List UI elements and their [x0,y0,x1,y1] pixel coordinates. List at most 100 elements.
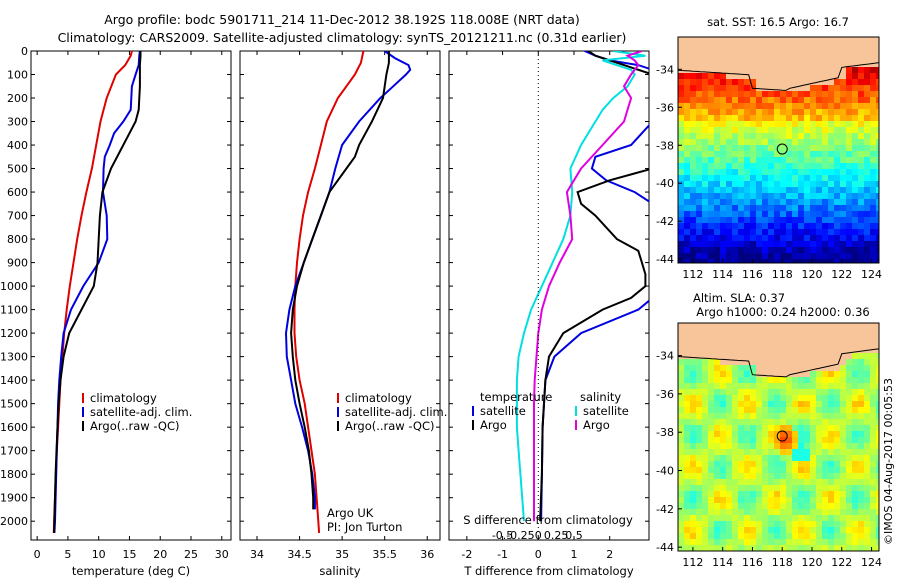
map-cell [690,229,697,236]
map-cell [738,329,745,336]
map-cell [834,55,841,62]
map-cell [768,193,775,200]
map-cell [828,377,835,384]
map-cell [876,485,879,492]
map-cell [804,109,811,116]
map-xtick-label: 120 [802,556,823,569]
map-cell [804,43,811,50]
map-cell [840,139,847,146]
map-cell [858,55,865,62]
map-cell [774,199,781,206]
map-cell [744,247,751,254]
map-cell [750,329,757,336]
map-cell [834,335,841,342]
map-cell [690,329,697,336]
map-cell [780,335,787,342]
map-cell [690,199,697,206]
map-cell [828,473,835,480]
map-cell [858,37,865,44]
map-cell [810,521,817,528]
map-cell [852,467,859,474]
map-cell [744,365,751,372]
map-cell [870,247,877,254]
map-cell [846,449,853,456]
map-cell [780,223,787,230]
map-cell [846,365,853,372]
map-cell [876,461,879,468]
map-cell [864,205,871,212]
map-cell [786,163,793,170]
map-cell [750,539,757,546]
map-cell [816,473,823,480]
map-cell [750,533,757,540]
map-cell [870,43,877,50]
map-cell [678,347,685,354]
map-cell [822,467,829,474]
map-cell [684,479,691,486]
map-xtick-label: 116 [742,268,763,281]
depth-tick-label: 800 [7,233,28,246]
map-cell [732,335,739,342]
map-cell [840,383,847,390]
map-cell [702,235,709,242]
map-cell [744,97,751,104]
map-cell [708,133,715,140]
map-cell [810,371,817,378]
map-cell [738,539,745,546]
map-cell [810,479,817,486]
map-cell [858,193,865,200]
map-cell [720,353,727,360]
map-cell [696,347,703,354]
map-cell [768,419,775,426]
map-cell [828,253,835,260]
map-cell [726,229,733,236]
map-cell [792,73,799,80]
map-cell [876,133,879,140]
map-cell [768,425,775,432]
map-cell [720,323,727,330]
map-cell [864,485,871,492]
map-cell [690,55,697,62]
map-cell [780,133,787,140]
map-cell [678,527,685,534]
map-cell [798,353,805,360]
map-cell [762,545,769,551]
map-cell [774,347,781,354]
map-cell [792,437,799,444]
map-cell [816,485,823,492]
map-cell [870,67,877,74]
map-cell [876,425,879,432]
map-cell [684,43,691,50]
map-cell [846,247,853,254]
map-cell [750,61,757,68]
map-cell [684,85,691,92]
map-cell [810,73,817,80]
map-cell [714,347,721,354]
map-cell [738,91,745,98]
map-cell [798,115,805,122]
map-cell [876,389,879,396]
map-cell [762,353,769,360]
map-cell [816,503,823,510]
map-cell [738,479,745,486]
map-cell [720,359,727,366]
map-cell [852,473,859,480]
map-cell [798,139,805,146]
temperature-xtick-label: 0 [34,548,41,561]
map-cell [816,145,823,152]
map-cell [828,55,835,62]
map-cell [816,241,823,248]
map-cell [684,157,691,164]
map-cell [744,359,751,366]
map-xtick-label: 116 [742,556,763,569]
map-cell [858,181,865,188]
map-cell [828,235,835,242]
sst-map-axes: 112 114 116 118 120 122 124-34-36-38-40-42-44 [656,36,882,281]
map-cell [732,139,739,146]
map-cell [714,401,721,408]
map-cell [786,67,793,74]
temperature-frame [30,50,232,541]
map-cell [744,545,751,551]
map-cell [774,55,781,62]
map-cell [852,103,859,110]
